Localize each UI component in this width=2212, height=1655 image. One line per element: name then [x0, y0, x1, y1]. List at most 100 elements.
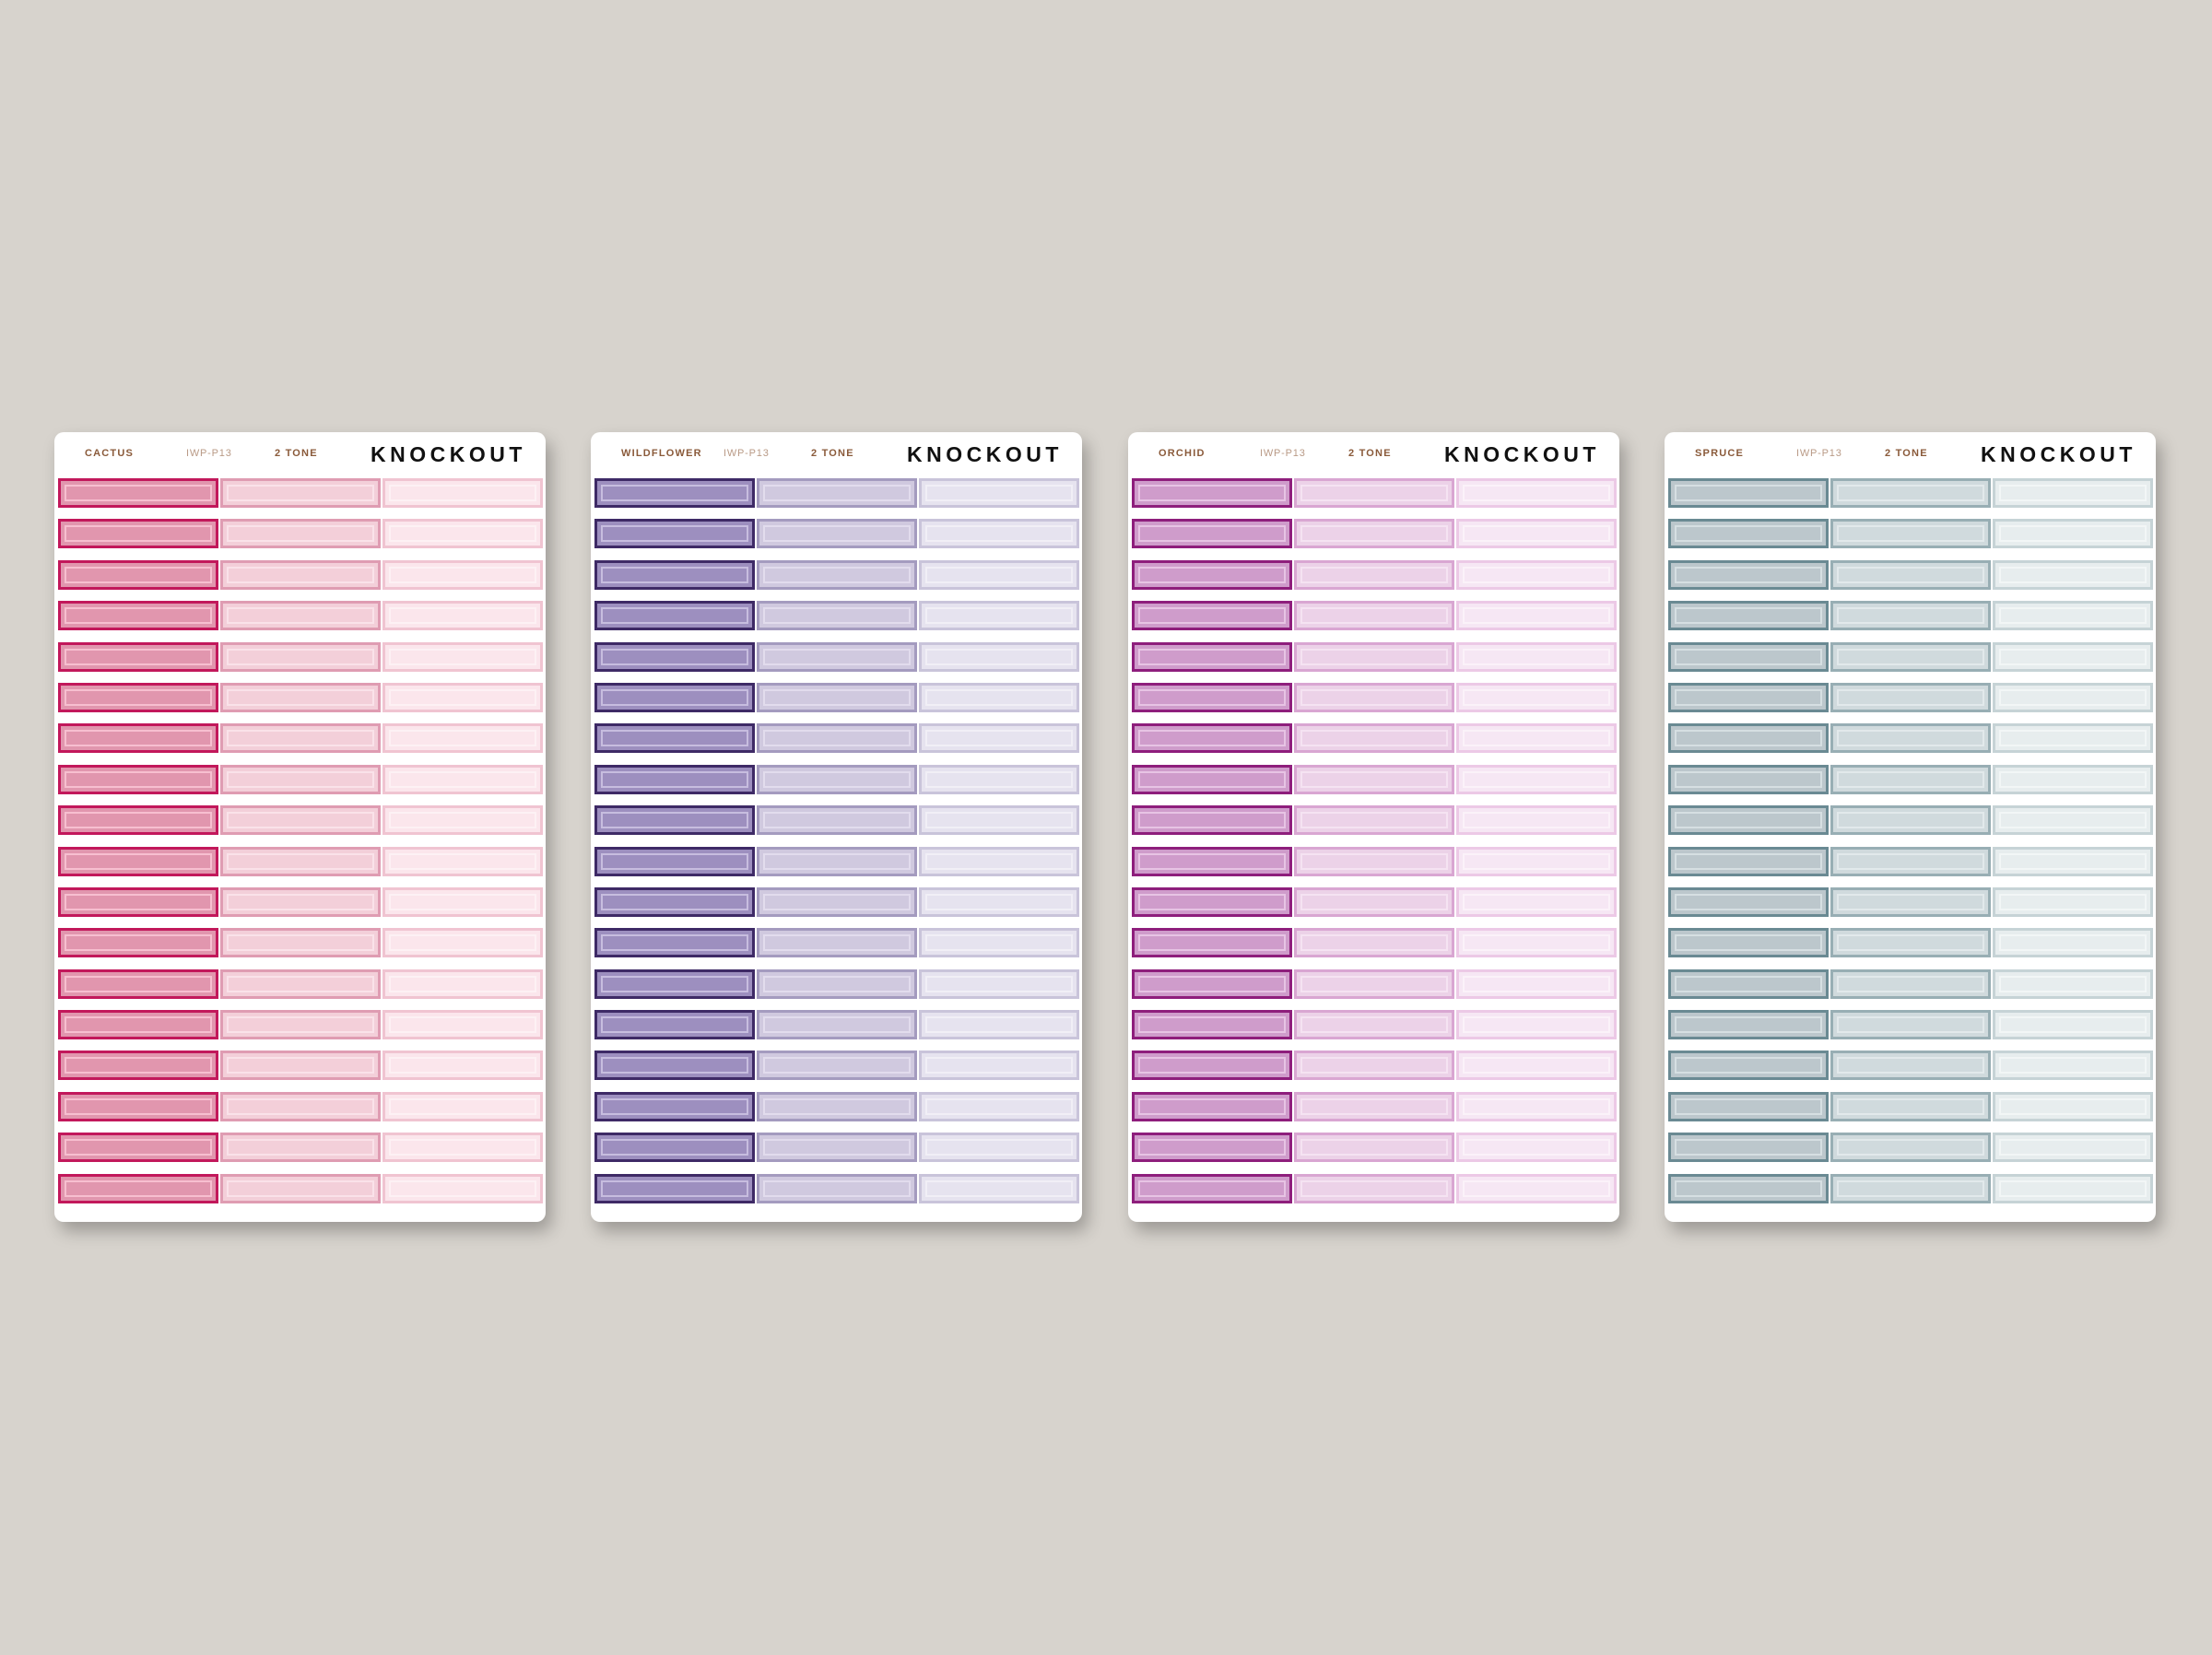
- sheet-header: ORCHID IWP-P13 2 TONE KNOCKOUT: [1128, 432, 1619, 478]
- sticker-label-3: [382, 559, 543, 590]
- sticker-label-inner-border: [389, 1139, 536, 1156]
- sticker-label-2: [1294, 1173, 1454, 1203]
- sticker-label-inner-border: [763, 1097, 911, 1115]
- sticker-label-inner-border: [1837, 934, 1984, 952]
- label-row: [1132, 723, 1617, 754]
- sticker-label-3: [1993, 1133, 2153, 1163]
- sticker-label-3: [1456, 886, 1617, 917]
- sticker-label-inner-border: [763, 485, 911, 501]
- sticker-label-2: [220, 1173, 381, 1203]
- label-row: [1668, 1010, 2153, 1040]
- sticker-label-inner-border: [1300, 1180, 1448, 1197]
- sticker-label-inner-border: [389, 934, 536, 952]
- sticker-label-3: [919, 846, 1079, 876]
- sticker-label-inner-border: [1138, 730, 1286, 747]
- sticker-label-inner-border: [1675, 648, 1822, 665]
- sticker-label-2: [757, 682, 917, 712]
- sticker-label-2: [1830, 1091, 1991, 1121]
- sticker-label-3: [919, 559, 1079, 590]
- sticker-label-2: [757, 764, 917, 794]
- sticker-label-inner-border: [601, 648, 748, 665]
- sticker-label-1: [1668, 601, 1829, 631]
- label-row: [594, 1091, 1079, 1121]
- label-row: [1132, 601, 1617, 631]
- sticker-label-2: [757, 478, 917, 508]
- sticker-label-1: [58, 641, 218, 672]
- sticker-label-1: [1132, 1051, 1292, 1081]
- sticker-label-3: [382, 1133, 543, 1163]
- sticker-label-inner-border: [925, 812, 1073, 829]
- label-row: [1668, 1133, 2153, 1163]
- sticker-label-3: [1456, 805, 1617, 836]
- sticker-label-inner-border: [1300, 607, 1448, 625]
- sticker-label-inner-border: [601, 525, 748, 543]
- sticker-label-inner-border: [1837, 893, 1984, 910]
- sticker-label-inner-border: [1463, 1057, 1610, 1074]
- sticker-label-inner-border: [1999, 852, 2147, 870]
- sticker-label-3: [382, 478, 543, 508]
- sticker-label-1: [58, 601, 218, 631]
- sticker-label-inner-border: [1837, 852, 1984, 870]
- sticker-label-inner-border: [65, 607, 212, 625]
- sticker-label-3: [919, 1051, 1079, 1081]
- sticker-label-inner-border: [227, 688, 374, 706]
- sticker-label-inner-border: [1675, 893, 1822, 910]
- sticker-label-2: [220, 1051, 381, 1081]
- sticker-label-2: [220, 764, 381, 794]
- sticker-label-inner-border: [65, 1097, 212, 1115]
- sticker-label-2: [1294, 886, 1454, 917]
- sticker-label-1: [1132, 1091, 1292, 1121]
- sticker-label-inner-border: [601, 485, 748, 501]
- sticker-label-inner-border: [601, 730, 748, 747]
- sticker-label-inner-border: [1675, 1139, 1822, 1156]
- sticker-label-2: [1294, 805, 1454, 836]
- sticker-label-3: [1456, 601, 1617, 631]
- sticker-label-inner-border: [65, 852, 212, 870]
- sticker-label-2: [220, 968, 381, 999]
- sticker-label-inner-border: [227, 485, 374, 501]
- sticker-label-1: [594, 641, 755, 672]
- label-row: [594, 886, 1079, 917]
- label-row: [1132, 1010, 1617, 1040]
- sticker-label-1: [1132, 601, 1292, 631]
- sticker-label-3: [382, 764, 543, 794]
- sticker-sheet-orchid: ORCHID IWP-P13 2 TONE KNOCKOUT: [1128, 432, 1619, 1222]
- sticker-label-1: [58, 1051, 218, 1081]
- sticker-label-1: [58, 519, 218, 549]
- sticker-label-inner-border: [389, 648, 536, 665]
- sticker-label-inner-border: [227, 1097, 374, 1115]
- sticker-label-1: [1132, 1133, 1292, 1163]
- sticker-label-2: [757, 1010, 917, 1040]
- sheet-tone-label: 2 TONE: [1885, 448, 1928, 459]
- sticker-label-1: [1668, 682, 1829, 712]
- sticker-label-2: [757, 1133, 917, 1163]
- sticker-label-inner-border: [1999, 607, 2147, 625]
- sticker-label-2: [220, 846, 381, 876]
- sticker-label-inner-border: [1837, 812, 1984, 829]
- sticker-label-inner-border: [601, 975, 748, 992]
- sticker-label-inner-border: [1837, 566, 1984, 583]
- sticker-label-inner-border: [1999, 566, 2147, 583]
- sticker-label-3: [382, 1051, 543, 1081]
- label-row: [1668, 723, 2153, 754]
- sticker-label-inner-border: [1138, 812, 1286, 829]
- sticker-label-1: [1668, 764, 1829, 794]
- sticker-label-inner-border: [601, 893, 748, 910]
- sticker-label-inner-border: [1138, 770, 1286, 788]
- label-row: [1132, 519, 1617, 549]
- sticker-label-inner-border: [763, 607, 911, 625]
- sticker-label-inner-border: [65, 525, 212, 543]
- label-row: [594, 682, 1079, 712]
- sticker-label-1: [58, 723, 218, 754]
- sticker-label-inner-border: [601, 688, 748, 706]
- sticker-label-3: [382, 641, 543, 672]
- label-row: [58, 886, 543, 917]
- sticker-label-inner-border: [1300, 485, 1448, 501]
- sticker-label-2: [1830, 1051, 1991, 1081]
- sticker-label-2: [1830, 519, 1991, 549]
- label-row: [1132, 1173, 1617, 1203]
- sticker-label-inner-border: [925, 934, 1073, 952]
- label-row: [1132, 805, 1617, 836]
- sticker-label-inner-border: [389, 730, 536, 747]
- sticker-label-inner-border: [1999, 688, 2147, 706]
